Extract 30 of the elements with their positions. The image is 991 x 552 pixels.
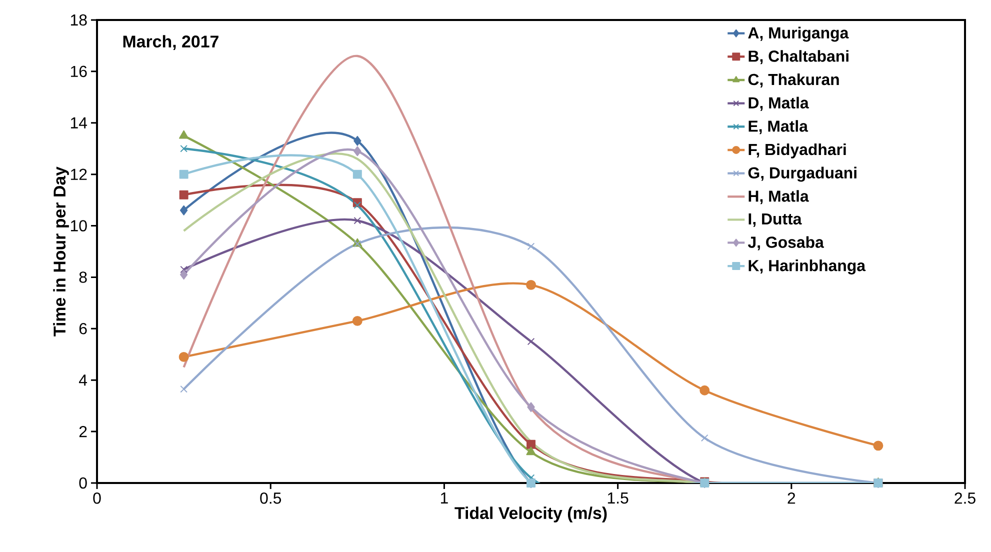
y-tick-label: 0 [79,477,87,489]
x-tick-label: 1.5 [608,492,628,504]
text: March, 2017 [123,35,218,50]
x-axis-title: Tidal Velocity (m/s) [454,506,607,522]
legend-label: K, Harinbhanga [748,260,866,274]
legend-label: A, Muriganga [748,26,849,42]
y-tick-label: 8 [79,272,87,283]
y-tick-label: 2 [79,426,87,438]
y-tick-label: 18 [70,14,87,26]
y-tick-label: 6 [79,323,87,334]
legend-label: H, Matla [748,190,809,204]
legend-label: D, Matla [748,96,809,111]
legend-label: F, Bidyadhari [748,143,846,158]
y-tick-label: 14 [70,117,88,128]
y-tick-label: 4 [78,374,88,386]
y-tick-label: 12 [70,168,87,180]
legend-label: I, Dutta [748,213,802,227]
legend-label: G, Durgaduani [748,166,856,182]
y-axis-title: Time in Hour per Day [53,166,69,336]
x-tick-label: 2 [788,492,796,504]
x-tick-label: 2.5 [954,492,976,504]
legend-label: B, Chaltabani [748,50,848,64]
legend-label: E, Matla [748,120,808,134]
legend-label: C, Thakuran [748,73,839,88]
x-tick-label: 1 [440,492,448,504]
x-tick-label: 0.5 [260,492,282,504]
y-tick-label: 16 [70,66,87,78]
x-tick-label: 0 [93,492,101,504]
legend-label: J, Gosaba [748,236,824,250]
y-tick-label: 10 [70,220,87,232]
